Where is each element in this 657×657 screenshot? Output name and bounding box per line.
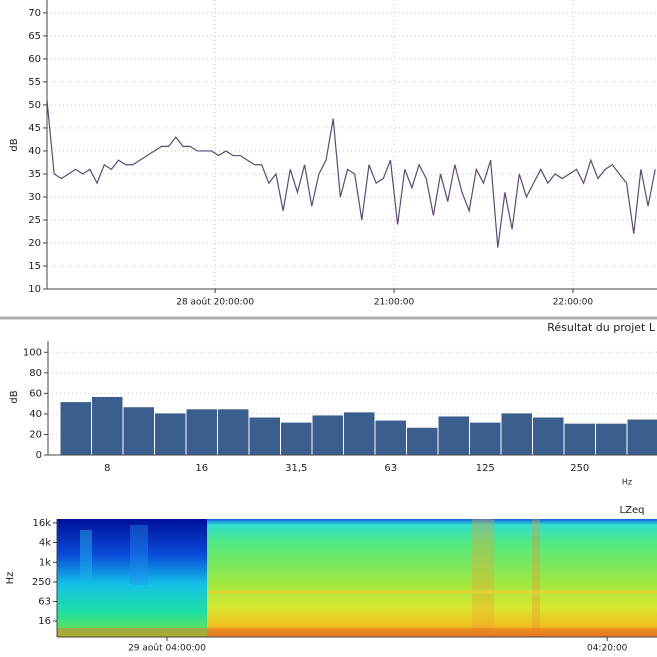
- y-tick-label: 50: [28, 100, 41, 111]
- bar: [280, 421, 313, 456]
- x-tick-label: 125: [476, 463, 495, 474]
- bar: [122, 406, 155, 456]
- bar: [532, 416, 565, 456]
- bar: [91, 395, 124, 456]
- y-tick-label: 10: [28, 284, 41, 295]
- bar: [374, 419, 407, 456]
- y-tick-label: 4k: [39, 538, 51, 549]
- y-tick-label: 63: [38, 597, 51, 608]
- y-tick-label: 16: [38, 616, 51, 627]
- x-tick-label: 31,5: [285, 463, 307, 474]
- y-tick-label: 65: [28, 31, 41, 42]
- bar: [595, 422, 628, 456]
- y-tick-label: 45: [28, 123, 41, 134]
- x-axis-label: Hz: [622, 478, 632, 487]
- x-tick-label: 250: [570, 463, 589, 474]
- y-axis-label: dB: [9, 138, 20, 151]
- y-tick-label: 60: [28, 54, 41, 65]
- y-tick-label: 80: [29, 368, 42, 379]
- y-tick-label: 16k: [32, 518, 51, 529]
- line: [46, 100, 656, 248]
- bar: [59, 401, 92, 456]
- y-tick-label: 35: [28, 169, 41, 180]
- y-tick-label: 20: [28, 238, 41, 249]
- bar: [437, 415, 470, 456]
- x-tick-label: 29 août 04:00:00: [128, 644, 206, 654]
- bar: [500, 412, 533, 456]
- x-tick-label: 16: [195, 463, 208, 474]
- y-axis-label: Hz: [5, 572, 16, 585]
- x-tick-label: 8: [104, 463, 110, 474]
- x-tick-label: 63: [384, 463, 397, 474]
- y-tick-label: 25: [28, 215, 41, 226]
- x-tick-label: 28 août 20:00:00: [176, 298, 254, 308]
- bar: [469, 421, 502, 456]
- chart-title: LZeq: [620, 505, 645, 516]
- y-axis-label: dB: [9, 390, 20, 403]
- bar: [626, 418, 657, 456]
- bar: [343, 411, 376, 456]
- x-tick-label: 21:00:00: [374, 298, 415, 308]
- y-tick-label: 0: [36, 450, 42, 461]
- y-tick-label: 1k: [39, 557, 51, 568]
- bar: [563, 422, 596, 456]
- y-tick-label: 100: [23, 347, 42, 358]
- spectrogram-image: [57, 519, 657, 637]
- bar: [154, 412, 187, 456]
- y-tick-label: 40: [28, 146, 41, 157]
- y-tick-label: 30: [28, 192, 41, 203]
- x-tick-label: 04:20:00: [587, 644, 628, 654]
- bar: [311, 414, 344, 456]
- y-tick-label: 250: [32, 577, 51, 588]
- y-tick-label: 60: [29, 388, 42, 399]
- y-tick-label: 55: [28, 77, 41, 88]
- bar: [185, 408, 218, 456]
- y-tick-label: 20: [29, 429, 42, 440]
- y-tick-label: 40: [29, 409, 42, 420]
- bar: [217, 408, 250, 456]
- bar: [406, 426, 439, 456]
- y-tick-label: 70: [28, 8, 41, 19]
- y-tick-label: 15: [28, 261, 41, 272]
- bar: [248, 416, 281, 456]
- chart-title: Résultat du projet L: [547, 321, 656, 334]
- x-tick-label: 22:00:00: [553, 298, 594, 308]
